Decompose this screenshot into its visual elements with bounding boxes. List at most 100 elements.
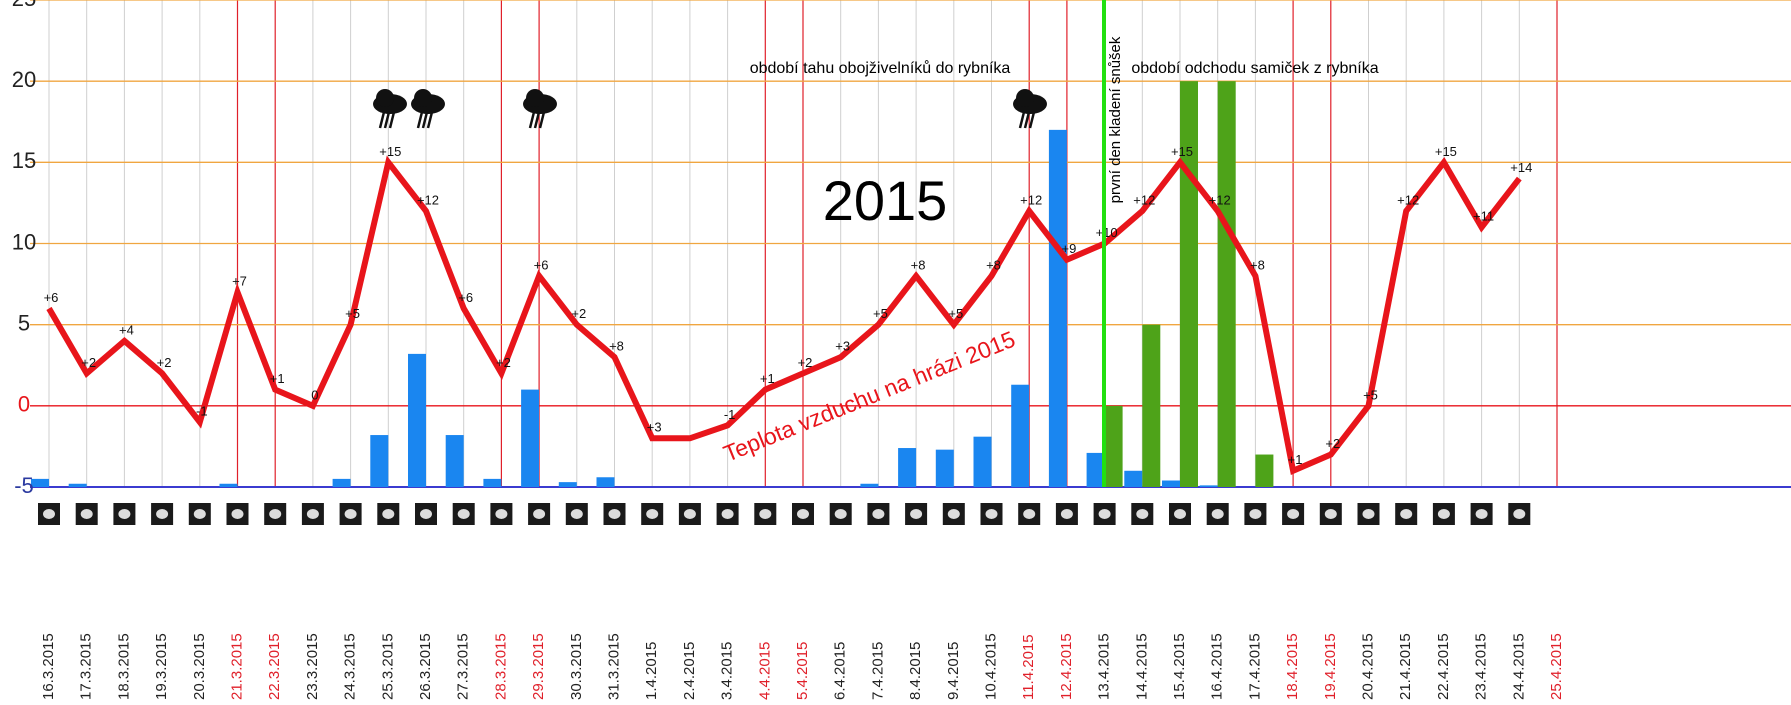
data-label: +2: [81, 355, 96, 370]
data-label: +6: [44, 290, 59, 305]
x-tick-label: 12.4.2015: [1058, 633, 1075, 700]
bar: [558, 482, 577, 487]
weather-icon-glyph: [759, 509, 772, 519]
bar: [1162, 480, 1180, 487]
x-tick-label: 17.4.2015: [1246, 633, 1263, 700]
weather-icon-glyph: [570, 509, 583, 519]
x-tick-label: 9.4.2015: [945, 642, 962, 700]
data-label: +12: [1133, 192, 1155, 207]
weather-icon-glyph: [683, 509, 696, 519]
weather-icon-glyph: [118, 509, 131, 519]
x-tick-label: 30.3.2015: [568, 633, 585, 700]
weather-icon-glyph: [269, 509, 282, 519]
x-tick-label: 23.4.2015: [1473, 633, 1490, 700]
weather-icon-glyph: [646, 509, 659, 519]
labels: 16.3.2015 17.3.2015 18.3.2015 19.3.2015 20.3…: [12, 0, 1565, 700]
data-label: +12: [417, 192, 439, 207]
x-tick-label: 13.4.2015: [1096, 633, 1113, 700]
data-label: +5: [345, 306, 360, 321]
y-tick-label: 20: [12, 67, 36, 92]
data-label: +7: [232, 274, 247, 289]
y-tick-label: 10: [12, 229, 36, 254]
x-tick-label: 22.3.2015: [266, 633, 283, 700]
weather-icon-glyph: [1249, 509, 1262, 519]
y-tick-label: -5: [14, 473, 34, 498]
x-tick-label: 10.4.2015: [982, 633, 999, 700]
weather-icon-glyph: [797, 509, 809, 519]
bar: [370, 435, 389, 487]
weather-icon-glyph: [156, 509, 169, 519]
weather-icon-glyph: [834, 509, 847, 519]
bar: [1011, 384, 1030, 487]
data-label: +14: [1510, 160, 1532, 175]
grid: [30, 0, 1791, 525]
weather-icon-glyph: [495, 509, 508, 519]
x-tick-label: 20.3.2015: [191, 633, 208, 700]
x-tick-label: 28.3.2015: [492, 633, 509, 700]
x-tick-label: 19.4.2015: [1322, 633, 1339, 700]
data-label: +12: [1397, 192, 1419, 207]
data-label: +5: [873, 306, 888, 321]
x-tick-label: 11.4.2015: [1020, 634, 1037, 700]
data-label: +8: [609, 339, 624, 354]
weather-icon-glyph: [1136, 509, 1149, 519]
x-tick-label: 22.4.2015: [1435, 633, 1452, 700]
x-tick-label: 29.3.2015: [530, 633, 547, 700]
bar: [1180, 81, 1198, 488]
x-tick-label: 20.4.2015: [1359, 633, 1376, 700]
x-tick-label: 18.4.2015: [1284, 633, 1301, 700]
x-tick-label: 6.4.2015: [832, 642, 849, 700]
x-tick-label: 31.3.2015: [605, 633, 622, 700]
data-label: +11: [1473, 209, 1494, 224]
data-label: +12: [1020, 192, 1042, 207]
x-tick-label: 16.3.2015: [40, 633, 57, 700]
data-label: +2: [157, 355, 172, 370]
x-tick-label: 27.3.2015: [455, 633, 472, 700]
data-label: +15: [1435, 144, 1457, 159]
data-label: -1: [196, 404, 208, 419]
bar: [973, 436, 992, 487]
y-tick-label: 25: [12, 0, 36, 11]
bar: [1104, 405, 1123, 487]
x-tick-label: 2.4.2015: [681, 642, 698, 700]
weather-icon-glyph: [872, 509, 885, 519]
bar: [219, 483, 238, 487]
rain-icons: [373, 89, 1047, 129]
x-tick-label: 1.4.2015: [643, 642, 660, 700]
weather-icon-glyph: [1174, 509, 1186, 519]
bar: [1048, 129, 1067, 487]
data-label: +2: [798, 355, 813, 370]
bar: [898, 448, 917, 487]
data-label: -1: [724, 407, 736, 422]
x-tick-label: 3.4.2015: [719, 642, 736, 700]
y-tick-label: 0: [18, 392, 30, 417]
weather-icon-glyph: [1211, 509, 1224, 519]
bar: [445, 435, 464, 487]
bar: [408, 353, 426, 487]
data-label: +15: [1171, 144, 1193, 159]
lines: [46, 155, 1522, 475]
y-tick-label: 5: [18, 310, 30, 335]
bar: [332, 478, 351, 487]
data-label: +6: [458, 290, 473, 305]
annotation: období tahu obojživelníků do rybníka: [750, 59, 1011, 77]
x-tick-label: 26.3.2015: [417, 633, 434, 700]
weather-icon-glyph: [1023, 509, 1036, 519]
x-tick-label: 18.3.2015: [115, 633, 132, 700]
x-tick-label: 25.3.2015: [379, 633, 396, 700]
data-label: +3: [835, 339, 850, 354]
weather-icon-glyph: [1324, 509, 1337, 519]
weather-icon-glyph: [910, 509, 923, 519]
data-label: +1: [270, 371, 285, 386]
bar: [1255, 454, 1274, 487]
weather-icon-glyph: [1098, 509, 1111, 519]
x-tick-label: 25.4.2015: [1548, 633, 1565, 700]
x-tick-label: 14.4.2015: [1133, 633, 1150, 700]
bar: [1199, 485, 1218, 487]
bar: [1124, 470, 1143, 487]
data-label: +5: [948, 306, 963, 321]
data-label: +3: [647, 420, 662, 435]
y-tick-label: 15: [12, 148, 36, 173]
weather-icon-glyph: [1437, 509, 1450, 519]
